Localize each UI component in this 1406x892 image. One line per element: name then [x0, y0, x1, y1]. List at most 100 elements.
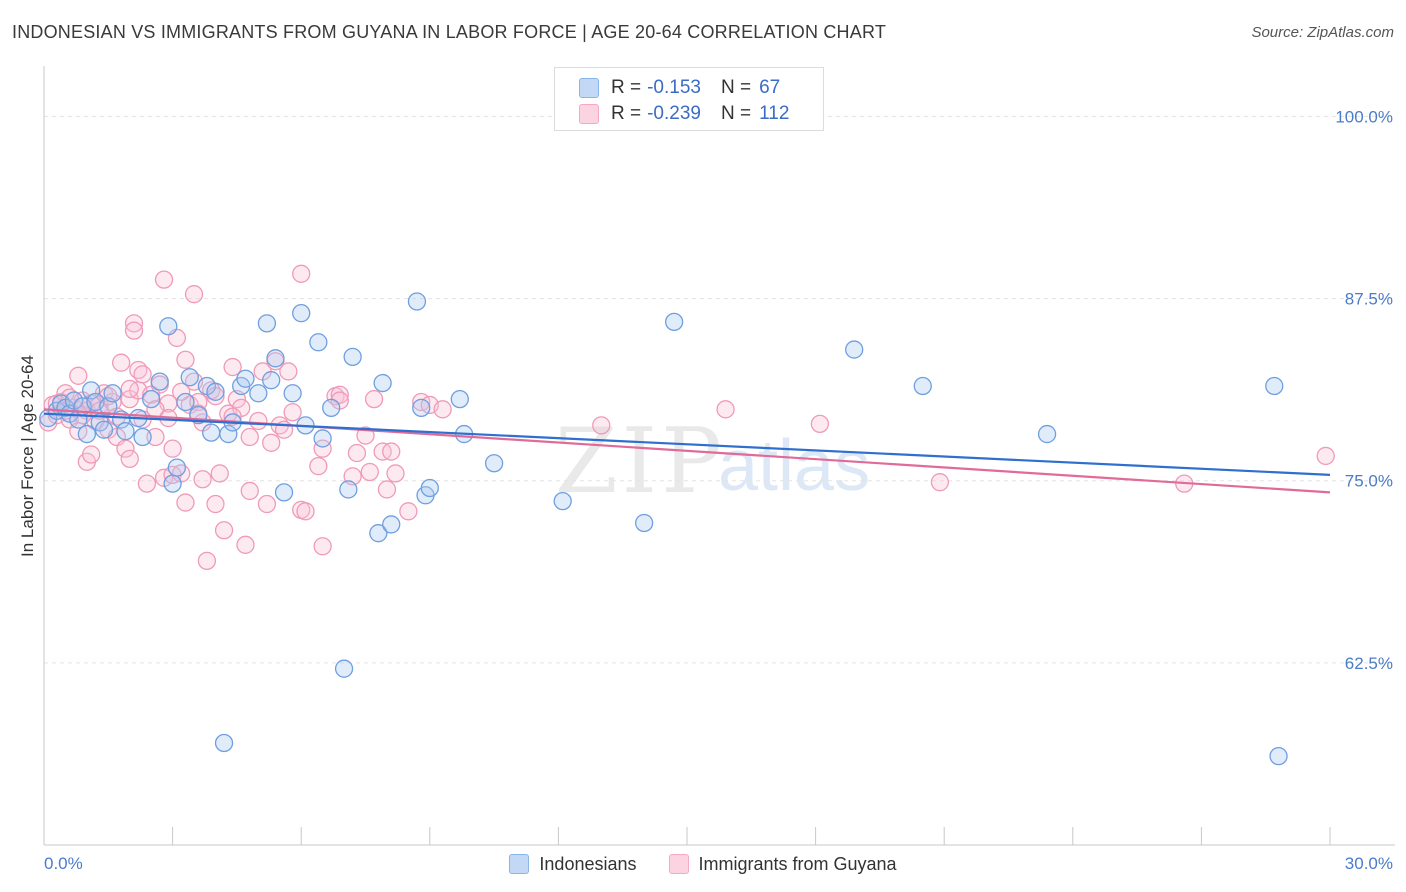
indonesians-point: [1037, 424, 1057, 444]
indonesians-point: [202, 423, 221, 442]
guyana-point: [292, 264, 311, 283]
indonesians-point: [407, 292, 427, 311]
legend-n-label: N =: [720, 103, 752, 124]
indonesians-point: [116, 422, 135, 441]
guyana-point: [257, 494, 277, 514]
indonesians-point: [845, 340, 864, 359]
guyana-point: [930, 473, 950, 492]
indonesians-point: [236, 369, 255, 388]
guyana-point: [364, 389, 384, 409]
legend-swatch-guyana: [668, 854, 689, 874]
guyana-point: [279, 362, 298, 381]
x-tick-label: 30.0%: [1345, 854, 1393, 873]
guyana-point: [313, 537, 332, 556]
watermark-zip: ZIP: [555, 409, 726, 514]
indonesians-point: [219, 424, 238, 444]
indonesians-point: [133, 427, 152, 447]
legend-row-guyana: R = -0.239 N = 112: [579, 102, 789, 126]
indonesians-point: [150, 372, 169, 391]
indonesians-point: [1265, 376, 1284, 396]
source-label: Source: ZipAtlas.com: [1251, 24, 1394, 41]
guyana-point: [124, 321, 144, 340]
indonesians-point: [343, 347, 362, 367]
guyana-point: [236, 535, 255, 554]
legend-swatch-indonesians: [509, 854, 530, 874]
legend-label-guyana: Immigrants from Guyana: [698, 853, 897, 874]
guyana-point: [206, 494, 225, 514]
indonesians-point: [373, 373, 392, 393]
y-tick-label: 62.5%: [1345, 654, 1393, 673]
guyana-point: [69, 366, 88, 385]
guyana-point: [120, 449, 139, 469]
x-tick-labels: 0.0% 30.0%: [44, 854, 1393, 873]
legend-n-label: N =: [720, 77, 752, 98]
guyana-point: [283, 403, 302, 422]
indonesians-point: [292, 303, 311, 323]
guyana-point: [133, 365, 152, 384]
indonesians-point: [274, 483, 294, 502]
indonesians-point: [450, 389, 469, 409]
indonesians-point: [484, 454, 504, 473]
watermark: ZIP atlas: [555, 409, 870, 514]
legend-label-indonesians: Indonesians: [539, 853, 637, 874]
indonesians-point: [176, 392, 195, 412]
guyana-point: [210, 464, 229, 483]
series-legend: Indonesians Immigrants from Guyana: [0, 852, 1406, 876]
guyana-point: [146, 427, 165, 447]
guyana-point: [184, 285, 204, 304]
legend-item-guyana: Immigrants from Guyana: [668, 853, 897, 875]
stats-legend: R = -0.153 N = 67 R = -0.239 N = 112: [554, 67, 824, 131]
indonesians-point: [313, 429, 332, 448]
legend-r-value: -0.153: [647, 77, 701, 98]
guyana-point: [313, 439, 332, 458]
guyana-point: [154, 270, 174, 289]
trend-lines: [43, 408, 1331, 494]
guyana-point: [347, 443, 367, 463]
chart-title: INDONESIAN VS IMMIGRANTS FROM GUYANA IN …: [12, 22, 887, 42]
y-tick-labels: 62.5% 75.0% 87.5% 100.0%: [1335, 107, 1393, 672]
guyana-point: [146, 400, 165, 419]
guyana-point: [592, 416, 611, 435]
guyana-point: [810, 414, 830, 434]
indonesians-point: [420, 478, 439, 498]
guyana-point: [360, 462, 379, 482]
indonesians-point: [913, 376, 932, 396]
indonesians-point: [262, 371, 281, 390]
axes: [43, 66, 1395, 846]
guyana-point: [193, 470, 212, 489]
guyana-point: [240, 427, 259, 447]
indonesians-point: [159, 317, 178, 336]
guyana-point: [214, 521, 234, 540]
indonesians-point: [339, 480, 358, 499]
guyana-point: [296, 502, 315, 521]
legend-r-label: R =: [611, 103, 642, 124]
legend-r-value: -0.239: [647, 103, 701, 124]
indonesians-point: [249, 384, 268, 403]
indonesians-point: [334, 659, 354, 678]
indonesians-point: [369, 524, 388, 543]
guyana-point: [262, 433, 281, 452]
y-tick-label: 87.5%: [1345, 290, 1393, 309]
indonesians-point: [103, 384, 122, 403]
guyana-point: [309, 456, 328, 476]
indonesians-point: [94, 420, 114, 439]
legend-swatch-indonesians: [579, 78, 599, 98]
legend-n-value: 112: [759, 103, 790, 124]
guyana-point: [176, 350, 195, 369]
indonesians-point: [180, 368, 199, 387]
legend-n-value: 67: [759, 77, 781, 98]
guyana-point: [399, 502, 418, 521]
guyana-point: [330, 385, 349, 404]
guyana-point: [716, 400, 735, 419]
indonesians-point: [167, 458, 187, 477]
indonesians-point: [309, 333, 328, 352]
guyana-point: [112, 353, 131, 372]
guyana-point: [377, 480, 397, 499]
guyana-point: [176, 493, 195, 512]
indonesians-point: [283, 384, 302, 403]
legend-item-indonesians: Indonesians: [509, 853, 637, 875]
indonesians-point: [634, 513, 654, 533]
indonesians-point: [382, 515, 401, 534]
trend-line-indonesians: [43, 412, 1331, 476]
